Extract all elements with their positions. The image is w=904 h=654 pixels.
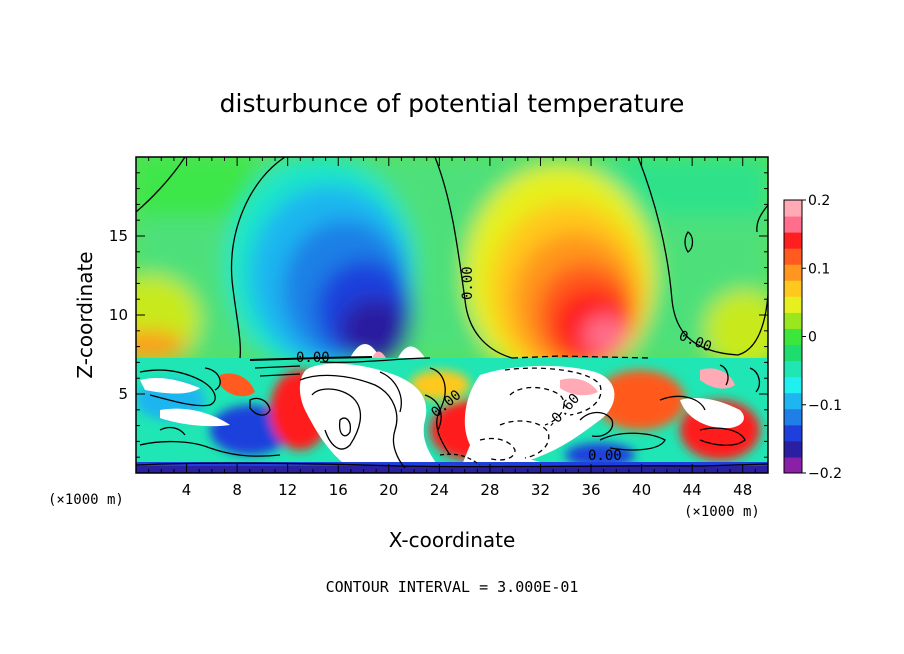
- colorbar-tick-label: −0.2: [808, 466, 842, 482]
- colorbar-tick-label: 0.1: [808, 261, 830, 277]
- colorbar-segment: [784, 360, 802, 378]
- chart-title: disturbunce of potential temperature: [220, 89, 685, 118]
- x-axis-label: X-coordinate: [389, 528, 516, 552]
- colorbar-segment: [784, 440, 802, 458]
- colorbar-segment: [784, 200, 802, 217]
- contour-lines: [136, 157, 768, 469]
- x-tick-label: 4: [182, 481, 192, 499]
- x-tick-label: 20: [379, 481, 398, 499]
- colorbar-segment: [784, 424, 802, 442]
- upper-field: [136, 157, 768, 359]
- x-tick-label: 16: [329, 481, 348, 499]
- x-tick-label: 48: [733, 481, 752, 499]
- colorbar-tick-label: 0.2: [808, 193, 830, 209]
- colorbar-segment: [784, 296, 802, 313]
- x-tick-label: 24: [430, 481, 449, 499]
- x-tick-label: 40: [632, 481, 651, 499]
- contour-interval-note: CONTOUR INTERVAL = 3.000E-01: [326, 578, 579, 596]
- colorbar-segment: [784, 392, 802, 410]
- colorbar-segment: [784, 232, 802, 249]
- colorbar-segment: [784, 264, 802, 281]
- x-tick-label: 28: [480, 481, 499, 499]
- colorbar-segment: [784, 376, 802, 394]
- lower-field: [136, 358, 768, 473]
- x-tick-label: 12: [278, 481, 297, 499]
- contour-label: 0.00: [588, 448, 622, 464]
- colorbar-segment: [784, 344, 802, 362]
- contour-label: 0.00: [460, 266, 476, 300]
- y-tick-label: 10: [109, 306, 128, 324]
- x-tick-label: 36: [581, 481, 600, 499]
- colorbar-segment: [784, 280, 802, 297]
- x-unit-left: (×1000 m): [48, 492, 124, 508]
- x-tick-label: 8: [232, 481, 242, 499]
- contour-label: 0.00: [296, 350, 330, 366]
- x-tick-label: 32: [531, 481, 550, 499]
- colorbar-tick-label: 0: [808, 330, 817, 346]
- colorbar-segment: [784, 216, 802, 233]
- colorbar-segment: [784, 248, 802, 265]
- colorbar-segment: [784, 328, 802, 346]
- y-axis: 5 10 15: [109, 172, 768, 458]
- colorbar-tick-label: −0.1: [808, 398, 842, 414]
- x-unit-right: (×1000 m): [684, 504, 760, 520]
- x-axis: 4 8 12 16 20 24 28 32 36 40 44 48: [135, 157, 769, 499]
- x-tick-label: 44: [683, 481, 702, 499]
- colorbar-segment: [784, 312, 802, 329]
- plot-area: 0.00 0.00 0.00 0.00 0.00 -0.60: [136, 157, 768, 473]
- colorbar-segment: [784, 456, 802, 474]
- colorbar-segment: [784, 408, 802, 426]
- y-tick-label: 5: [118, 385, 128, 403]
- y-axis-label: Z-coordinate: [73, 251, 97, 378]
- y-tick-label: 15: [109, 227, 128, 245]
- colorbar: 0.2 0.1 0 −0.1 −0.2: [783, 193, 842, 482]
